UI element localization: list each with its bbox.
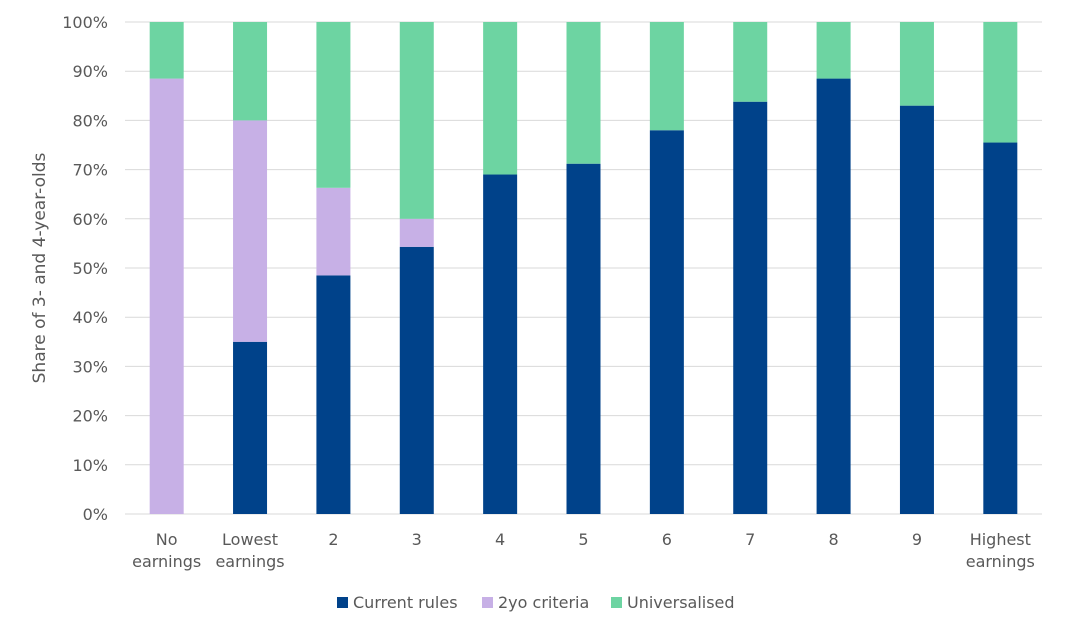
y-tick-label: 60% [72, 210, 108, 229]
y-tick-label: 100% [62, 13, 108, 32]
legend-swatch [611, 597, 622, 608]
bar-segment-universalised [899, 22, 934, 106]
bar-segment-universalised [316, 22, 351, 188]
bar-segment-current-rules [483, 174, 518, 514]
bar-segment-current-rules [566, 163, 601, 515]
bar-segment-universalised [483, 22, 518, 175]
x-tick-label: 3 [412, 530, 422, 549]
x-tick-label: 9 [912, 530, 922, 549]
bar-segment-2yo-criteria [399, 218, 434, 247]
y-tick-label: 80% [72, 111, 108, 130]
legend-swatch [482, 597, 493, 608]
x-tick-label: 2 [328, 530, 338, 549]
x-tick-label: Lowest earnings [215, 530, 284, 571]
bar-segment-universalised [816, 22, 851, 79]
bar-segment-universalised [149, 22, 184, 79]
bar-segment-universalised [733, 22, 768, 102]
y-tick-label: 70% [72, 161, 108, 180]
bar-segment-current-rules [816, 78, 851, 514]
x-tick-label: 6 [662, 530, 672, 549]
bar-segment-current-rules [733, 101, 768, 514]
y-axis-label: Share of 3- and 4-year-olds [30, 153, 50, 384]
legend-swatch [337, 597, 348, 608]
x-tick-label: Highest earnings [966, 530, 1035, 571]
x-tick-label: 4 [495, 530, 505, 549]
legend: Current rules 2yo criteria Universalised [337, 593, 735, 612]
y-tick-label: 90% [72, 62, 108, 81]
legend-label: 2yo criteria [498, 593, 589, 612]
y-tick-label: 20% [72, 407, 108, 426]
y-tick-label: 0% [83, 505, 108, 524]
bar-segment-current-rules [649, 130, 684, 515]
bar-segment-universalised [399, 22, 434, 219]
bar-segment-2yo-criteria [233, 120, 268, 342]
bar-segment-universalised [233, 22, 268, 121]
bar-segment-universalised [649, 22, 684, 131]
bar-segment-current-rules [233, 341, 268, 514]
y-tick-label: 40% [72, 308, 108, 327]
bars [149, 22, 1018, 515]
bar-segment-current-rules [983, 142, 1018, 515]
y-tick-label: 50% [72, 259, 108, 278]
bar-segment-2yo-criteria [149, 78, 184, 514]
legend-label: Universalised [627, 593, 735, 612]
y-tick-label: 30% [72, 357, 108, 376]
x-axis-ticks: No earnings Lowest earnings 2 3 4 5 6 7 8 9 Highest e… [132, 530, 1035, 571]
bar-segment-current-rules [316, 275, 351, 514]
bar-segment-2yo-criteria [316, 187, 351, 276]
bar-segment-universalised [983, 22, 1018, 143]
bar-segment-current-rules [899, 105, 934, 514]
x-tick-label: 7 [745, 530, 755, 549]
x-tick-label: No earnings [132, 530, 201, 571]
y-axis-ticks: 0% 10% 20% 30% 40% 50% 60% 70% 80% 90% 100% [62, 13, 108, 524]
x-tick-label: 8 [828, 530, 838, 549]
bar-segment-universalised [566, 22, 601, 164]
bar-segment-current-rules [399, 246, 434, 514]
x-tick-label: 5 [578, 530, 588, 549]
legend-label: Current rules [353, 593, 458, 612]
y-tick-label: 10% [72, 456, 108, 475]
